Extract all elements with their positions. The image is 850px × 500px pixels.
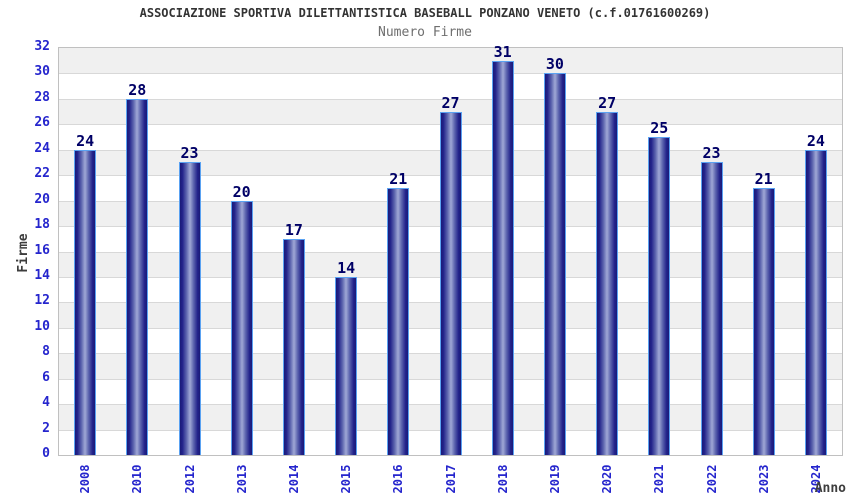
bar-value-label: 28 (128, 80, 147, 99)
bar-value-label: 27 (441, 93, 460, 112)
x-tick-label: 2013 (234, 464, 249, 494)
bar (700, 162, 723, 455)
bar-value-label: 14 (337, 258, 356, 277)
y-tick-label: 4 (42, 395, 50, 411)
y-tick-label: 10 (34, 318, 50, 334)
y-axis-title: Firme (16, 233, 31, 273)
x-tick-label: 2020 (600, 464, 615, 494)
y-tick-label: 18 (34, 217, 50, 233)
x-tick-label: 2022 (704, 464, 719, 494)
bar-value-label: 20 (232, 182, 251, 201)
y-tick-label: 28 (34, 89, 50, 105)
chart-subtitle: Numero Firme (378, 25, 472, 40)
bar (387, 187, 410, 455)
bar-value-label: 30 (545, 55, 564, 74)
bar-value-label: 24 (806, 131, 825, 150)
x-tick-label: 2016 (391, 464, 406, 494)
x-tick-label: 2014 (286, 464, 301, 494)
y-tick-label: 2 (42, 420, 50, 436)
y-tick-label: 20 (34, 191, 50, 207)
bar-value-label: 23 (702, 144, 721, 163)
y-tick-label: 14 (34, 267, 50, 283)
y-tick-label: 22 (34, 166, 50, 182)
bar-value-label: 25 (650, 119, 669, 138)
x-tick-label: 2010 (130, 464, 145, 494)
y-tick-label: 26 (34, 115, 50, 131)
bar-value-label: 21 (389, 169, 408, 188)
bar (543, 73, 566, 455)
bar (74, 149, 97, 455)
y-tick-label: 32 (34, 39, 50, 54)
bar (596, 111, 619, 455)
x-tick-label: 2021 (652, 464, 667, 494)
gridline (59, 98, 842, 100)
bar (439, 111, 462, 455)
y-tick-label: 12 (34, 293, 50, 309)
bar (126, 98, 149, 455)
y-tick-label: 0 (42, 446, 50, 461)
bar (230, 200, 253, 455)
x-axis-title: Anno (814, 481, 846, 496)
bar-value-label: 31 (493, 42, 512, 61)
bar (648, 137, 671, 455)
x-tick-label: 2017 (443, 464, 458, 494)
y-tick-label: 30 (34, 64, 50, 80)
bar-value-label: 27 (598, 93, 617, 112)
bar-value-label: 21 (754, 169, 773, 188)
bar-value-label: 17 (284, 220, 303, 239)
bar-value-label: 24 (76, 131, 95, 150)
gridline (59, 73, 842, 75)
chart-title: ASSOCIAZIONE SPORTIVA DILETTANTISTICA BA… (139, 6, 711, 20)
bar (804, 149, 827, 455)
bar-value-label: 23 (180, 144, 199, 163)
y-tick-label: 6 (42, 369, 50, 385)
y-tick-label: 24 (34, 140, 50, 156)
plot-area: 24 28 23 20 17 14 21 27 31 30 27 25 23 21 24 (58, 43, 843, 456)
x-tick-label: 2012 (182, 464, 197, 494)
x-tick-label: 2019 (547, 464, 562, 494)
bar (178, 162, 201, 455)
bar (335, 276, 358, 455)
bar (282, 238, 305, 455)
x-tick-label: 2008 (78, 464, 93, 494)
bar (752, 187, 775, 455)
background-band (59, 48, 842, 74)
x-tick-label: 2015 (339, 464, 354, 494)
y-tick-label: 16 (34, 242, 50, 258)
y-tick-label: 8 (42, 344, 50, 360)
x-tick-label: 2023 (756, 464, 771, 494)
x-tick-label: 2018 (495, 464, 510, 494)
bar (491, 60, 514, 455)
